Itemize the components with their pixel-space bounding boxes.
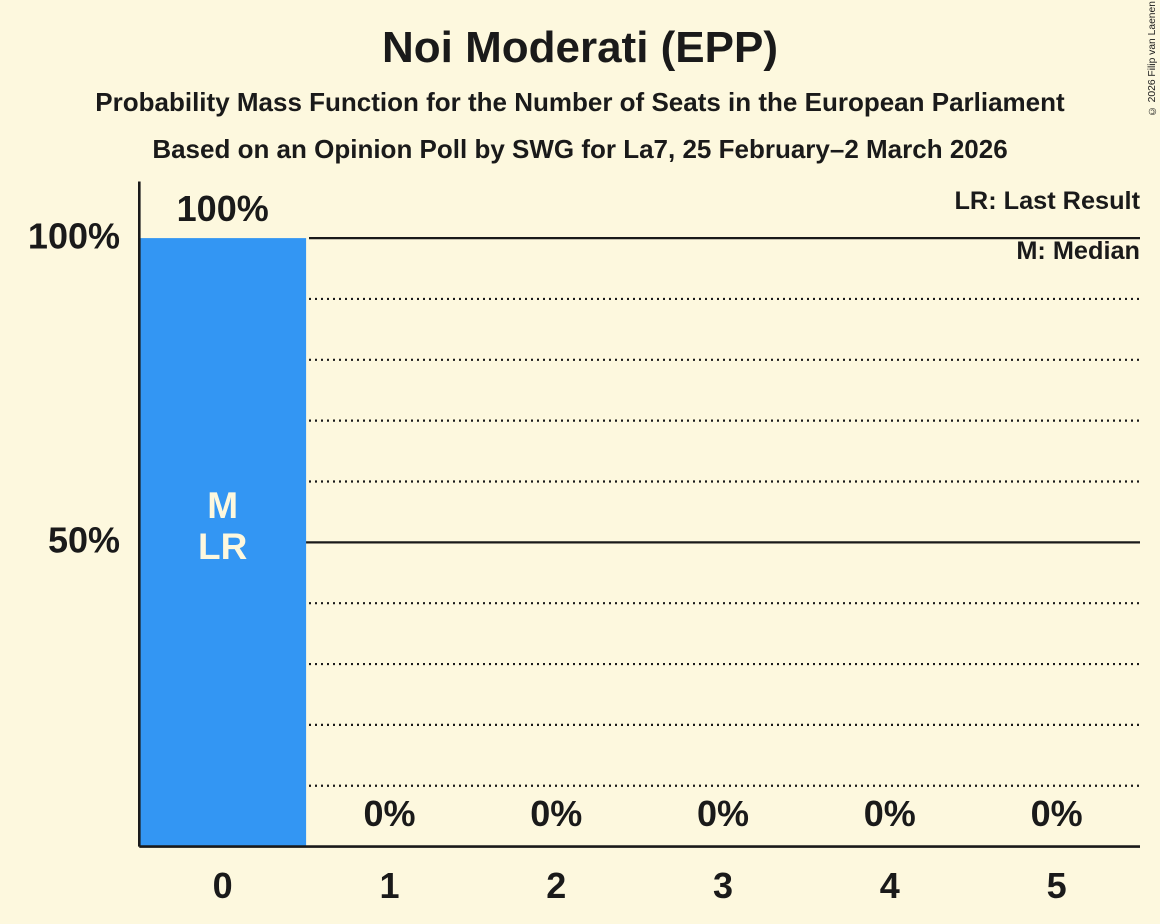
svg-text:0: 0 (213, 865, 233, 906)
svg-text:LR: Last Result: LR: Last Result (954, 187, 1140, 215)
svg-text:M: Median: M: Median (1016, 237, 1140, 265)
svg-text:5: 5 (1047, 865, 1067, 906)
svg-text:0%: 0% (530, 793, 582, 834)
svg-text:LR: LR (198, 526, 247, 567)
svg-text:M: M (207, 485, 238, 526)
svg-text:3: 3 (713, 865, 733, 906)
svg-text:0%: 0% (1031, 793, 1083, 834)
svg-text:2: 2 (546, 865, 566, 906)
svg-text:4: 4 (880, 865, 900, 906)
svg-text:100%: 100% (28, 216, 120, 257)
svg-text:1: 1 (379, 865, 399, 906)
svg-text:0%: 0% (697, 793, 749, 834)
svg-text:100%: 100% (177, 188, 269, 229)
svg-text:0%: 0% (864, 793, 916, 834)
svg-text:0%: 0% (363, 793, 415, 834)
svg-text:50%: 50% (48, 520, 120, 561)
